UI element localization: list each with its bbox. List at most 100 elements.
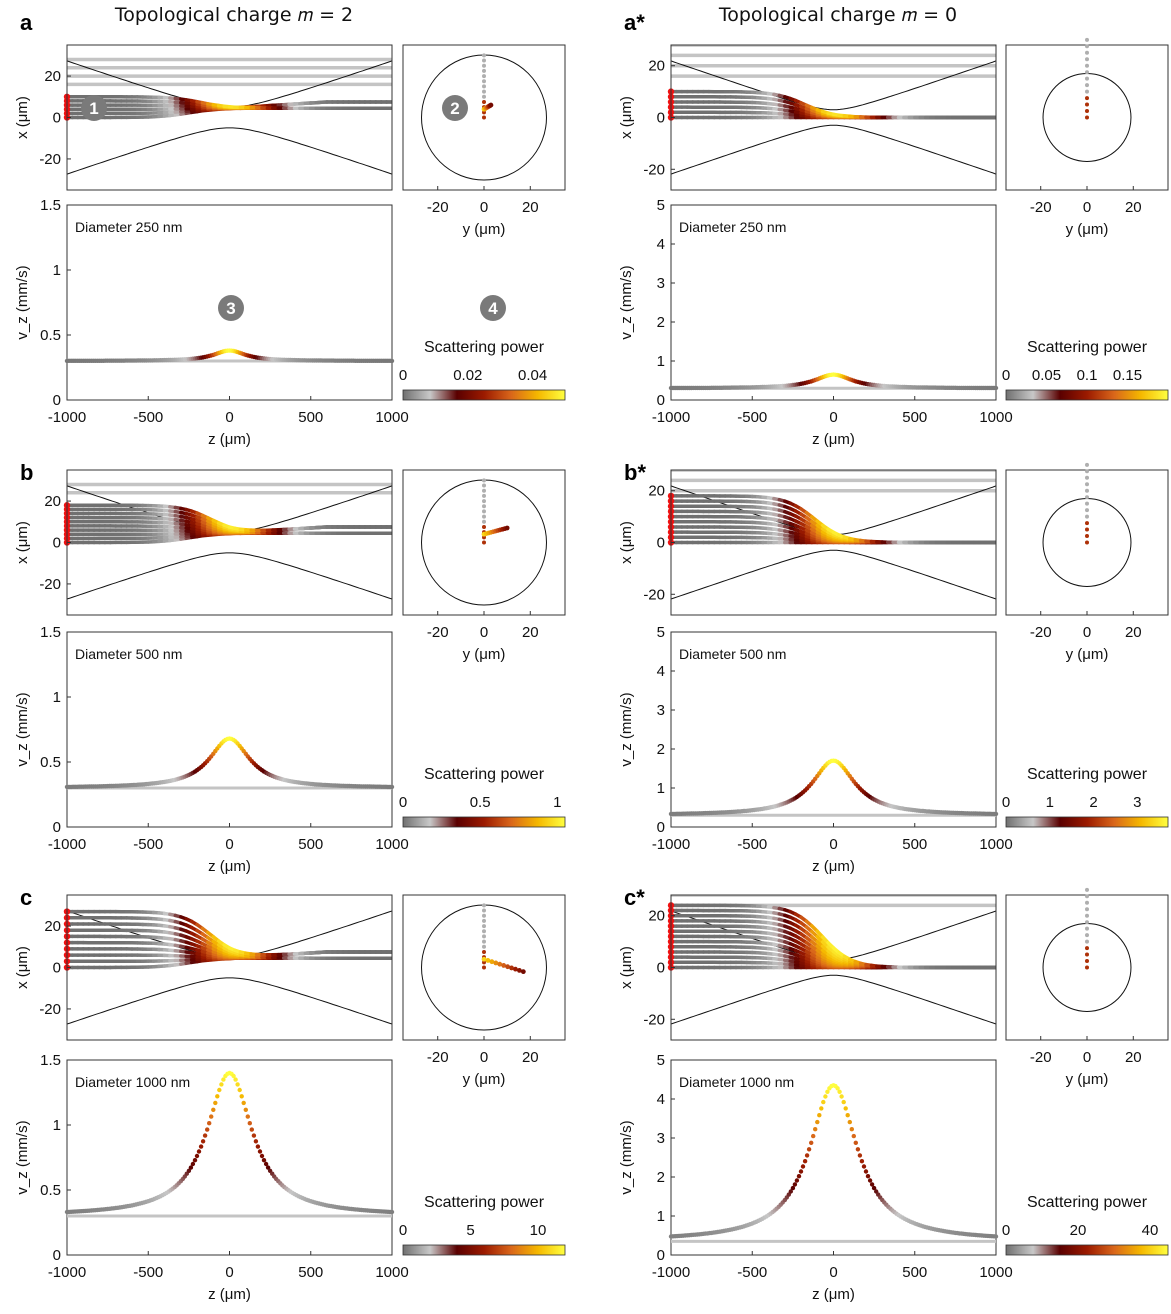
xz-plot-area bbox=[671, 45, 996, 174]
xy-trace-point bbox=[1085, 933, 1089, 937]
xz-plot-area bbox=[671, 470, 996, 599]
xy-trace-point bbox=[482, 541, 486, 545]
vz-ylabel: v_z (mm/s) bbox=[618, 692, 635, 766]
vz-point bbox=[203, 1133, 207, 1137]
marker-3: 3 bbox=[218, 295, 244, 321]
xy-trace-point bbox=[1085, 521, 1089, 525]
xy-trace-point bbox=[482, 95, 486, 99]
colorbar-tick-label: 10 bbox=[530, 1222, 547, 1239]
xy-xtick-label: 0 bbox=[1083, 1049, 1091, 1066]
colorbar bbox=[1006, 1245, 1168, 1255]
vz-ytick-label: 4 bbox=[657, 1091, 665, 1108]
xz-ytick-label: 0 bbox=[657, 960, 665, 977]
vz-point bbox=[390, 785, 394, 789]
vz-point bbox=[193, 1158, 197, 1162]
vz-point bbox=[248, 1121, 252, 1125]
vz-point bbox=[217, 1088, 221, 1092]
vz-point bbox=[215, 1094, 219, 1098]
vz-point bbox=[240, 1094, 244, 1098]
xz-ytick-label: 0 bbox=[657, 110, 665, 127]
xy-trace-point bbox=[1085, 502, 1089, 506]
panel-label: c* bbox=[624, 885, 645, 910]
vz-point bbox=[821, 1100, 825, 1104]
xy-trace-point bbox=[1085, 940, 1089, 944]
vz-point bbox=[817, 1113, 821, 1117]
xz-ytick-label: 20 bbox=[648, 483, 665, 500]
vz-point bbox=[244, 1108, 248, 1112]
column-title-right: Topological charge 𝑚 = 0 bbox=[638, 4, 1038, 26]
vz-xtick-label: 1000 bbox=[979, 409, 1012, 426]
vz-point bbox=[233, 1077, 237, 1081]
vz-ytick-label: 0.5 bbox=[40, 754, 61, 771]
xy-trace-point bbox=[482, 116, 486, 120]
xy-trace-point bbox=[482, 520, 486, 524]
vz-ytick-label: 1 bbox=[657, 1208, 665, 1225]
vz-xtick-label: -500 bbox=[133, 409, 163, 426]
xy-trace-point bbox=[482, 84, 486, 88]
vz-ytick-label: 4 bbox=[657, 236, 665, 253]
xy-trace-point bbox=[482, 924, 486, 928]
vz-point bbox=[793, 1182, 797, 1186]
marker-1: 1 bbox=[81, 95, 107, 121]
xy-xtick-label: 0 bbox=[1083, 624, 1091, 641]
vz-point bbox=[211, 1108, 215, 1112]
xy-trace-point bbox=[482, 504, 486, 508]
marker-number: 3 bbox=[226, 299, 235, 318]
vz-ytick-label: 3 bbox=[657, 702, 665, 719]
xy-trace-point bbox=[1085, 534, 1089, 538]
xy-xlabel: y (μm) bbox=[463, 1071, 506, 1088]
xy-trace-point bbox=[1085, 77, 1089, 81]
xy-trace-point bbox=[482, 53, 486, 57]
vz-ytick-label: 0 bbox=[53, 392, 61, 409]
xy-displacement-point bbox=[505, 526, 510, 531]
vz-ytick-label: 2 bbox=[657, 314, 665, 331]
xy-trace-point bbox=[1085, 96, 1089, 100]
vz-point bbox=[390, 359, 394, 363]
xy-xtick-label: 20 bbox=[522, 624, 539, 641]
xy-trace-point bbox=[1085, 83, 1089, 87]
vz-point bbox=[260, 1154, 264, 1158]
vz-ytick-label: 3 bbox=[657, 275, 665, 292]
vz-xtick-label: -1000 bbox=[48, 1264, 86, 1281]
vz-ytick-label: 1 bbox=[657, 353, 665, 370]
xy-trace-point bbox=[482, 494, 486, 498]
vz-ytick-label: 0 bbox=[53, 1247, 61, 1264]
vz-xlabel: z (μm) bbox=[208, 1286, 251, 1303]
xy-trace-point bbox=[482, 79, 486, 83]
xz-ytick-label: -20 bbox=[39, 576, 61, 593]
vz-xtick-label: -1000 bbox=[652, 836, 690, 853]
xz-ylabel: x (μm) bbox=[618, 521, 635, 564]
vz-point bbox=[839, 1094, 843, 1098]
diameter-label: Diameter 500 nm bbox=[75, 646, 182, 662]
xz-ytick-label: 20 bbox=[648, 58, 665, 75]
xy-trace-point bbox=[482, 909, 486, 913]
colorbar-tick-label: 0 bbox=[1002, 1222, 1010, 1239]
vz-xtick-label: 0 bbox=[829, 836, 837, 853]
vz-xtick-label: 500 bbox=[902, 836, 927, 853]
xy-xtick-label: 20 bbox=[522, 1049, 539, 1066]
colorbar-title: Scattering power bbox=[424, 339, 545, 356]
vz-xtick-label: 1000 bbox=[375, 836, 408, 853]
colorbar-title: Scattering power bbox=[424, 1194, 545, 1211]
xy-trace-point bbox=[1085, 959, 1089, 963]
xz-ylabel: x (μm) bbox=[14, 521, 31, 564]
vz-xtick-label: -500 bbox=[133, 836, 163, 853]
xy-trace-point bbox=[1085, 463, 1089, 467]
colorbar-tick-label: 0 bbox=[399, 1222, 407, 1239]
marker-number: 1 bbox=[89, 99, 98, 118]
beam-envelope-lower bbox=[671, 125, 996, 174]
xz-ylabel: x (μm) bbox=[14, 96, 31, 139]
colorbar-tick-label: 0 bbox=[1002, 794, 1010, 811]
vz-xtick-label: -500 bbox=[737, 409, 767, 426]
xy-trace-point bbox=[1085, 946, 1089, 950]
vz-point bbox=[809, 1141, 813, 1145]
xy-xlabel: y (μm) bbox=[463, 221, 506, 238]
xy-trace-point bbox=[482, 934, 486, 938]
vz-point bbox=[252, 1133, 256, 1137]
xy-trace-point bbox=[1085, 966, 1089, 970]
vz-point bbox=[848, 1120, 852, 1124]
marker-2: 2 bbox=[442, 95, 468, 121]
vz-point bbox=[994, 812, 998, 816]
